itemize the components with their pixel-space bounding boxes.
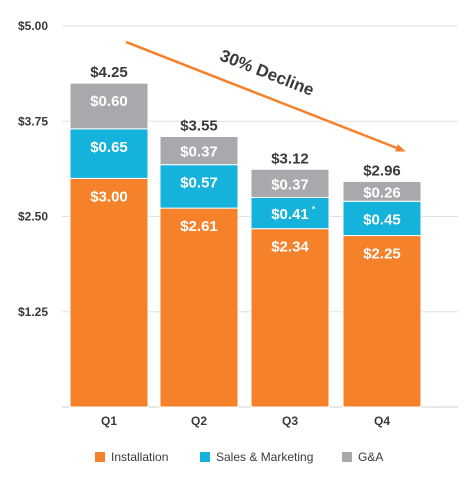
decline-arrow	[125, 40, 406, 152]
data-label: $2.34	[271, 239, 309, 256]
legend-swatch	[342, 452, 352, 462]
bar-segment-sales-marketing	[69, 128, 149, 179]
y-tick-label: $5.00	[18, 19, 48, 33]
x-tick-label: Q4	[374, 414, 390, 428]
y-tick-label: $3.75	[18, 114, 48, 128]
bar-segment-g-a	[342, 180, 422, 202]
total-label: $3.12	[271, 150, 309, 167]
data-label: $0.41	[271, 206, 309, 223]
data-label: $0.57	[180, 175, 218, 192]
data-label: $0.37	[271, 176, 309, 193]
decline-annotation: 30% Decline	[125, 40, 406, 152]
bar-segment-installation	[342, 235, 422, 408]
decline-label: 30% Decline	[217, 46, 316, 100]
data-label: $0.26	[363, 184, 401, 201]
x-tick-label: Q1	[101, 414, 117, 428]
data-label: $3.00	[90, 188, 128, 205]
bar-segment-g-a	[69, 82, 149, 130]
bar-segment-installation	[69, 177, 149, 408]
bars: $3.00 $0.65 $0.60 $4.25 Q1 $2.61 $0.57 $0.37 $3.…	[69, 64, 422, 428]
legend-label: G&A	[358, 450, 383, 464]
bar-segment-installation	[159, 207, 239, 408]
legend-swatch	[200, 452, 210, 462]
legend-label: Sales & Marketing	[216, 450, 313, 464]
y-tick-label: $1.25	[18, 305, 48, 319]
data-label: $2.25	[363, 246, 401, 263]
total-label: $2.96	[363, 162, 401, 179]
y-tick-label: $2.50	[18, 210, 48, 224]
bar-segment-sales-marketing	[250, 196, 330, 230]
bar-segment-sales-marketing	[159, 164, 239, 209]
data-label: $0.65	[90, 139, 128, 156]
total-label: $4.25	[90, 64, 128, 81]
legend-label: Installation	[111, 450, 168, 464]
x-tick-label: Q3	[282, 414, 298, 428]
footnote-marker: *	[312, 205, 316, 214]
x-tick-label: Q2	[191, 414, 207, 428]
data-label: $0.37	[180, 144, 218, 161]
bar-segment-installation	[250, 228, 330, 408]
data-label: $0.45	[363, 211, 401, 228]
data-label: $2.61	[180, 218, 218, 235]
bar-segment-g-a	[250, 168, 330, 198]
legend-swatch	[95, 452, 105, 462]
data-label: $0.60	[90, 93, 128, 110]
legend: Installation Sales & Marketing G&A	[95, 450, 383, 464]
bar-segment-g-a	[159, 135, 239, 166]
total-label: $3.55	[180, 117, 218, 134]
